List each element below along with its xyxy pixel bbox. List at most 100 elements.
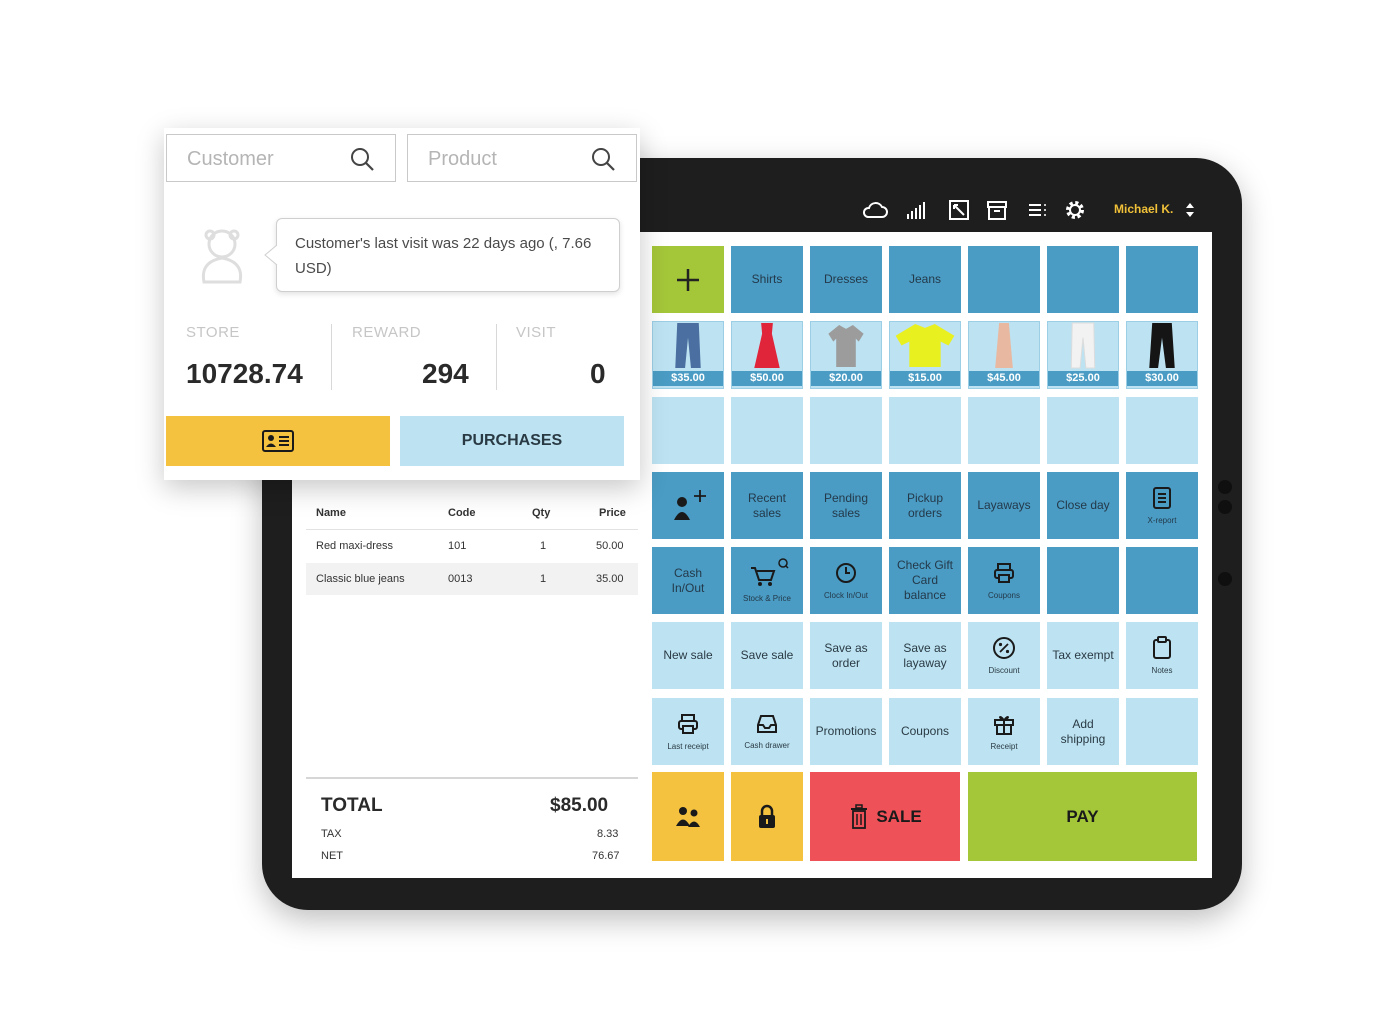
coupons-print-button[interactable]: Coupons: [968, 547, 1040, 614]
expand-icon[interactable]: [946, 198, 972, 222]
empty-category-tile[interactable]: [1126, 246, 1198, 313]
trash-icon: [851, 803, 868, 829]
empty-product-tile[interactable]: [810, 397, 882, 464]
clear-sale-button[interactable]: SALE: [810, 772, 960, 861]
tile-label: Check Gift Card balance: [896, 558, 953, 602]
category-jeans[interactable]: Jeans: [889, 246, 961, 313]
empty-action-tile[interactable]: [1126, 698, 1198, 765]
customers-button[interactable]: [652, 772, 724, 861]
product-tile-jeans[interactable]: $35.00: [652, 321, 724, 389]
product-price: $30.00: [1127, 371, 1197, 386]
product-price: $20.00: [811, 371, 881, 386]
gear-icon[interactable]: [1062, 198, 1088, 222]
tablet-side-button: [1218, 480, 1232, 494]
cash-drawer-button[interactable]: Cash drawer: [731, 698, 803, 765]
cloud-icon[interactable]: [862, 198, 888, 222]
lock-button[interactable]: [731, 772, 803, 861]
product-tile-dress[interactable]: $50.00: [731, 321, 803, 389]
receipt-button[interactable]: Receipt: [968, 698, 1040, 765]
close-day-button[interactable]: Close day: [1047, 472, 1119, 539]
product-tile-tshirt[interactable]: $15.00: [889, 321, 961, 389]
archive-icon[interactable]: [984, 198, 1010, 222]
tile-label: Save as layaway: [903, 640, 947, 670]
empty-product-tile[interactable]: [889, 397, 961, 464]
layaways-button[interactable]: Layaways: [968, 472, 1040, 539]
save-as-order-button[interactable]: Save as order: [810, 622, 882, 689]
store-stat-label: STORE: [186, 324, 240, 341]
clipboard-icon: [1153, 636, 1171, 659]
category-shirts[interactable]: Shirts: [731, 246, 803, 313]
empty-category-tile[interactable]: [1047, 246, 1119, 313]
product-tile-black-pants[interactable]: $30.00: [1126, 321, 1198, 389]
user-switch-icon[interactable]: [1184, 198, 1196, 222]
product-tile-skirt[interactable]: $45.00: [968, 321, 1040, 389]
item-code: 0013: [448, 573, 473, 585]
table-row[interactable]: Classic blue jeans 0013 1 35.00: [306, 563, 638, 595]
tax-exempt-button[interactable]: Tax exempt: [1047, 622, 1119, 689]
stock-price-button[interactable]: Stock & Price: [731, 547, 803, 614]
product-tile-white-pants[interactable]: $25.00: [1047, 321, 1119, 389]
empty-category-tile[interactable]: [968, 246, 1040, 313]
signal-icon[interactable]: [904, 198, 930, 222]
add-shipping-button[interactable]: Add shipping: [1047, 698, 1119, 765]
empty-product-tile[interactable]: [1126, 397, 1198, 464]
save-as-layaway-button[interactable]: Save as layaway: [889, 622, 961, 689]
table-row[interactable]: Red maxi-dress 101 1 50.00: [306, 530, 638, 562]
cash-in-out-button[interactable]: Cash In/Out: [652, 547, 724, 614]
category-dresses[interactable]: Dresses: [810, 246, 882, 313]
pay-label: PAY: [1066, 807, 1099, 826]
add-customer-button[interactable]: [652, 472, 724, 539]
user-name[interactable]: Michael K.: [1114, 202, 1174, 216]
search-icon[interactable]: [590, 146, 616, 172]
tooltip-pointer: [264, 244, 278, 266]
empty-product-tile[interactable]: [968, 397, 1040, 464]
check-gift-card-button[interactable]: Check Gift Card balance: [889, 547, 961, 614]
tile-label: New sale: [663, 648, 713, 662]
tile-label: Save sale: [740, 648, 794, 662]
pending-sales-button[interactable]: Pending sales: [810, 472, 882, 539]
pickup-orders-button[interactable]: Pickup orders: [889, 472, 961, 539]
customer-search-input[interactable]: Customer: [166, 134, 396, 182]
search-icon[interactable]: [349, 146, 375, 172]
product-price: $45.00: [969, 371, 1039, 386]
last-receipt-button[interactable]: Last receipt: [652, 698, 724, 765]
product-price: $50.00: [732, 371, 802, 386]
empty-product-tile[interactable]: [1047, 397, 1119, 464]
tablet-side-button: [1218, 500, 1232, 514]
add-category-button[interactable]: [652, 246, 724, 313]
notes-button[interactable]: Notes: [1126, 622, 1198, 689]
empty-action-tile[interactable]: [1126, 547, 1198, 614]
empty-product-tile[interactable]: [652, 397, 724, 464]
new-sale-button[interactable]: New sale: [652, 622, 724, 689]
promotions-button[interactable]: Promotions: [810, 698, 882, 765]
tile-label: Cash In/Out: [671, 565, 705, 595]
purchases-button[interactable]: PURCHASES: [400, 416, 624, 466]
menu-icon[interactable]: [1024, 198, 1050, 222]
drawer-icon: [757, 715, 777, 733]
product-search-placeholder: Product: [428, 148, 497, 170]
discount-button[interactable]: Discount: [968, 622, 1040, 689]
category-label: Shirts: [751, 272, 783, 286]
product-search-input[interactable]: Product: [407, 134, 637, 182]
category-label: Jeans: [908, 272, 942, 286]
jeans-image: [675, 322, 701, 369]
tile-sublabel: Discount: [988, 666, 1020, 675]
tile-sublabel: Clock In/Out: [823, 591, 868, 600]
percent-icon: [993, 637, 1015, 659]
save-sale-button[interactable]: Save sale: [731, 622, 803, 689]
empty-product-tile[interactable]: [731, 397, 803, 464]
customer-card-button[interactable]: [166, 416, 390, 466]
product-tile-shirt[interactable]: $20.00: [810, 321, 882, 389]
empty-action-tile[interactable]: [1047, 547, 1119, 614]
customer-avatar-icon: [201, 229, 243, 284]
tile-label: Close day: [1056, 498, 1110, 512]
totals-divider: [306, 777, 638, 779]
clock-in-out-button[interactable]: Clock In/Out: [810, 547, 882, 614]
tax-value: 8.33: [597, 828, 619, 840]
coupons-button[interactable]: Coupons: [889, 698, 961, 765]
x-report-button[interactable]: X-report: [1126, 472, 1198, 539]
cart-search-icon: [751, 558, 789, 586]
pay-button[interactable]: PAY: [968, 772, 1197, 861]
recent-sales-button[interactable]: Recent sales: [731, 472, 803, 539]
gift-icon: [994, 716, 1014, 735]
